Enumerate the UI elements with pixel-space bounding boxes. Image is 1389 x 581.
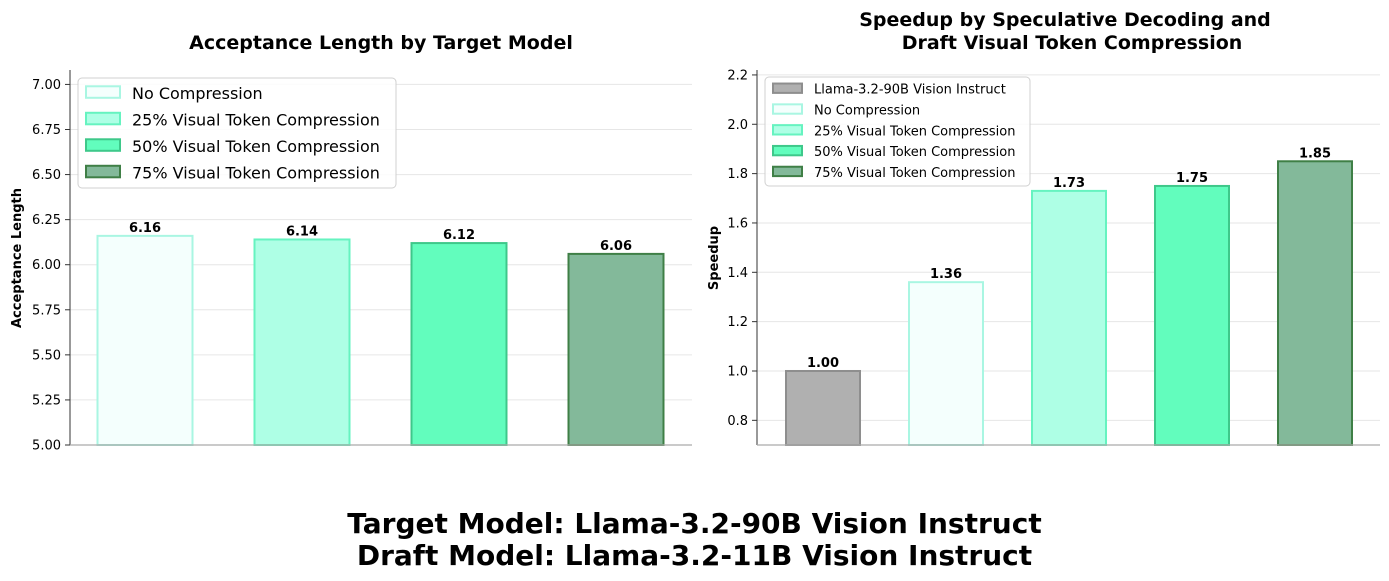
y-tick-label: 1.8 — [727, 167, 748, 182]
bars — [785, 160, 1353, 447]
legend-entry: Llama-3.2-90B Vision Instruct — [814, 83, 1006, 98]
legend-entry: No Compression — [814, 103, 920, 118]
data-label: 1.36 — [930, 267, 962, 282]
bar-llama-3-2-90b-vision-instruct — [785, 369, 861, 447]
bar-25-visual-token-compression — [1031, 189, 1107, 446]
axes — [756, 70, 1380, 446]
y-tick-label: 2.0 — [727, 118, 748, 133]
y-tick-label: 6.75 — [32, 123, 61, 138]
y-tick-label: 5.75 — [32, 303, 61, 318]
legend-swatch — [772, 124, 803, 136]
y-tick-label: 6.25 — [32, 213, 61, 228]
chart-title-speedup-line1: Speedup by Speculative Decoding and — [859, 9, 1271, 31]
bar-25-visual-token-compression — [253, 238, 351, 446]
y-tick-label: 5.00 — [32, 439, 61, 454]
legend-entry: 75% Visual Token Compression — [814, 166, 1015, 181]
legend-swatch — [772, 165, 803, 178]
data-label: 1.00 — [807, 356, 839, 371]
y-axis-label-speedup: Speedup — [707, 226, 722, 290]
y-tick-label: 5.50 — [32, 348, 61, 363]
bar-75-visual-token-compression — [1277, 160, 1353, 446]
y-tick-label: 1.0 — [727, 364, 748, 379]
legend-swatch — [85, 85, 121, 99]
y-tick-label: 0.8 — [727, 414, 748, 429]
legend-frame — [77, 77, 397, 189]
legend-entry: 50% Visual Token Compression — [132, 137, 380, 156]
y-tick-label: 2.2 — [727, 68, 748, 83]
y-tick-label: 6.00 — [32, 258, 61, 273]
legend-swatch — [772, 103, 803, 115]
y-axis-label-acceptance: Acceptance Length — [10, 188, 25, 328]
data-label: 1.85 — [1299, 146, 1331, 161]
speedup-chart: Speedup by Speculative Decoding and Draf… — [707, 9, 1380, 447]
legend-swatch — [85, 138, 121, 152]
axes — [69, 70, 692, 446]
data-labels: 6.16 6.14 6.12 6.06 — [129, 221, 632, 254]
bar-50-visual-token-compression — [410, 242, 508, 446]
data-labels: 1.00 1.36 1.73 1.75 1.85 — [807, 146, 1331, 371]
data-label: 6.14 — [286, 224, 318, 239]
y-tick-labels: 5.00 5.25 5.50 5.75 6.00 6.25 6.50 6.75 7.00 — [32, 78, 70, 454]
legend-speedup: Llama-3.2-90B Vision Instruct No Compress… — [764, 76, 1031, 187]
legend-entry: 25% Visual Token Compression — [814, 124, 1015, 139]
data-label: 1.73 — [1053, 176, 1085, 191]
legend-swatch — [772, 82, 803, 94]
legend-swatch — [772, 144, 803, 157]
acceptance-length-chart: Acceptance Length by Target Model Accept… — [10, 32, 692, 454]
data-label: 6.16 — [129, 221, 161, 236]
bar-50-visual-token-compression — [1154, 184, 1230, 446]
bar-no-compression — [96, 234, 194, 446]
legend-swatch — [85, 111, 121, 126]
bar-75-visual-token-compression — [567, 252, 665, 446]
data-label: 6.06 — [600, 239, 632, 254]
y-tick-label: 1.4 — [727, 266, 748, 281]
y-tick-label: 5.25 — [32, 393, 61, 408]
figure-suptitle-line2: Draft Model: Llama-3.2-11B Vision Instru… — [356, 539, 1033, 572]
data-label: 1.75 — [1176, 171, 1208, 186]
legend-entry: 75% Visual Token Compression — [132, 163, 380, 182]
legend-frame — [764, 76, 1031, 187]
y-tick-label: 1.2 — [727, 315, 748, 330]
y-tick-label: 6.50 — [32, 168, 61, 183]
y-tick-labels: 0.8 1.0 1.2 1.4 1.6 1.8 2.0 2.2 — [727, 68, 757, 429]
chart-title-acceptance: Acceptance Length by Target Model — [189, 32, 573, 54]
bar-no-compression — [908, 281, 984, 446]
chart-title-speedup-line2: Draft Visual Token Compression — [902, 32, 1243, 54]
figure-suptitle-line1: Target Model: Llama-3.2-90B Vision Instr… — [347, 507, 1042, 540]
legend-acceptance: No Compression 25% Visual Token Compressi… — [77, 77, 397, 189]
legend-swatch — [85, 164, 121, 179]
legend-entry: 25% Visual Token Compression — [132, 110, 380, 129]
legend-entry: No Compression — [132, 84, 263, 103]
data-label: 6.12 — [443, 228, 475, 243]
legend-entry: 50% Visual Token Compression — [814, 145, 1015, 160]
y-tick-label: 7.00 — [32, 78, 61, 93]
bars — [96, 234, 665, 446]
y-tick-label: 1.6 — [727, 216, 748, 231]
